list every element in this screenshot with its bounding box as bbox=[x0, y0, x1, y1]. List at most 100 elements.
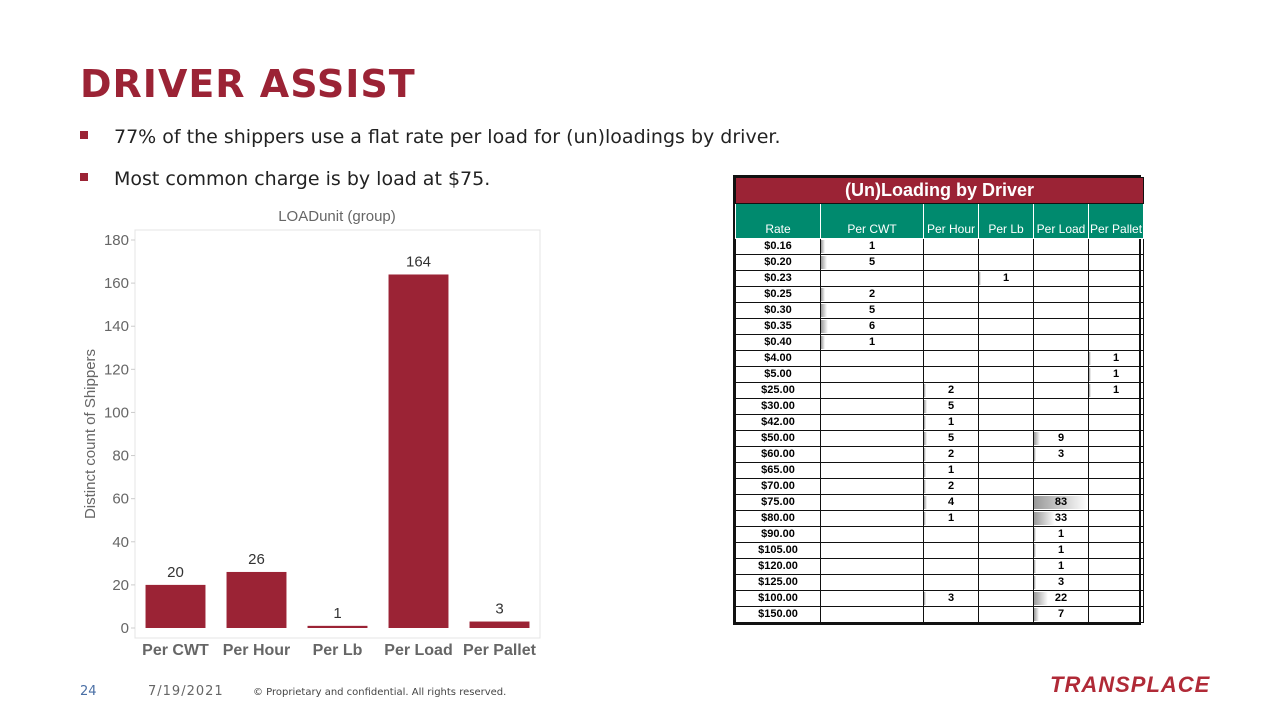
cell-text: $65.00 bbox=[761, 464, 795, 476]
cell-text: 1 bbox=[1112, 368, 1120, 380]
cell-text: $70.00 bbox=[761, 480, 795, 492]
table-cell bbox=[820, 350, 924, 367]
table-cell: $0.23 bbox=[735, 270, 821, 287]
table-cell: 1 bbox=[1087, 382, 1145, 399]
header-cell: Per CWT bbox=[820, 203, 924, 239]
table-cell bbox=[1033, 302, 1089, 319]
notice: © Proprietary and confidential. All righ… bbox=[253, 687, 507, 698]
table-cell: 7 bbox=[1033, 606, 1089, 623]
table-cell: $75.00 bbox=[735, 494, 821, 511]
data-bar bbox=[924, 448, 927, 461]
table-cell bbox=[820, 478, 924, 495]
cell-text: 2 bbox=[947, 448, 955, 460]
table-cell bbox=[978, 590, 1034, 607]
table-cell: $0.30 bbox=[735, 302, 821, 319]
bar bbox=[469, 621, 530, 628]
table-cell bbox=[820, 398, 924, 415]
cell-text: 1 bbox=[1112, 384, 1120, 396]
table-cell bbox=[978, 558, 1034, 575]
table-cell bbox=[820, 542, 924, 559]
table-row: $105.00 1 bbox=[735, 542, 1145, 559]
bar bbox=[226, 571, 287, 628]
data-bar bbox=[1034, 560, 1037, 573]
data-bar bbox=[821, 256, 828, 269]
cell-text: 1 bbox=[947, 464, 955, 476]
cell-text: 5 bbox=[868, 304, 876, 316]
table-cell: $105.00 bbox=[735, 542, 821, 559]
table-cell: 1 bbox=[923, 510, 979, 527]
y-tick-label: 60 bbox=[112, 491, 129, 508]
cell-text: $42.00 bbox=[761, 416, 795, 428]
header-cell: Per Hour bbox=[923, 203, 979, 239]
table-cell bbox=[1033, 238, 1089, 255]
table-cell bbox=[820, 494, 924, 511]
table-cell bbox=[820, 366, 924, 383]
cell-text: $80.00 bbox=[761, 512, 795, 524]
table-row: $80.00 1 33 bbox=[735, 510, 1145, 527]
table-cell bbox=[978, 494, 1034, 511]
table-cell: $120.00 bbox=[735, 558, 821, 575]
data-bar bbox=[1089, 352, 1092, 365]
table-cell bbox=[1033, 286, 1089, 303]
bar bbox=[145, 584, 206, 628]
y-tick-label: 140 bbox=[104, 318, 129, 335]
y-tick-label: 40 bbox=[112, 534, 129, 551]
table-cell bbox=[923, 286, 979, 303]
x-tick-label: Per Hour bbox=[223, 642, 291, 659]
page-number: 24 bbox=[80, 684, 97, 699]
table-cell: 1 bbox=[1033, 542, 1089, 559]
data-bar bbox=[1034, 432, 1040, 445]
table-cell bbox=[1087, 430, 1145, 447]
y-tick-label: 80 bbox=[112, 448, 129, 465]
table-cell bbox=[1087, 414, 1145, 431]
y-tick-label: 20 bbox=[112, 577, 129, 594]
table-cell bbox=[1087, 334, 1145, 351]
table-cell bbox=[978, 526, 1034, 543]
cell-text: 1 bbox=[1112, 352, 1120, 364]
bullet-text: Most common charge is by load at $75. bbox=[114, 168, 491, 190]
table-row: $120.00 1 bbox=[735, 558, 1145, 575]
slide-title: DRIVER ASSIST bbox=[80, 62, 416, 106]
table-cell: 5 bbox=[923, 430, 979, 447]
bullet-text: 77% of the shippers use a flat rate per … bbox=[114, 126, 781, 148]
header-cell: Per Pallet bbox=[1087, 203, 1145, 239]
data-bar bbox=[924, 464, 927, 477]
cell-text: $150.00 bbox=[758, 608, 798, 620]
data-bar bbox=[821, 336, 826, 349]
table-row: $75.00 4 83 bbox=[735, 494, 1145, 511]
table-cell bbox=[1087, 302, 1145, 319]
table-cell: 1 bbox=[820, 238, 924, 255]
table-cell bbox=[820, 526, 924, 543]
data-bar bbox=[924, 432, 928, 445]
cell-text: $25.00 bbox=[761, 384, 795, 396]
table-cell: 9 bbox=[1033, 430, 1089, 447]
cell-text: $75.00 bbox=[761, 496, 795, 508]
data-bar bbox=[924, 480, 927, 493]
table-cell: 5 bbox=[923, 398, 979, 415]
header-cell: Rate bbox=[735, 203, 821, 239]
cell-text: 2 bbox=[947, 384, 955, 396]
cell-text: 33 bbox=[1054, 512, 1068, 524]
data-label: 1 bbox=[333, 605, 341, 622]
table-cell bbox=[1033, 478, 1089, 495]
cell-text: 1 bbox=[947, 416, 955, 428]
table-cell bbox=[978, 302, 1034, 319]
cell-text: $0.20 bbox=[764, 256, 792, 268]
table-cell bbox=[1087, 574, 1145, 591]
table-cell bbox=[923, 558, 979, 575]
table-cell: $0.35 bbox=[735, 318, 821, 335]
table-cell bbox=[1087, 238, 1145, 255]
table-cell: $70.00 bbox=[735, 478, 821, 495]
table-cell bbox=[978, 318, 1034, 335]
data-bar bbox=[821, 288, 826, 301]
cell-text: $30.00 bbox=[761, 400, 795, 412]
data-table: (Un)Loading by Driver Rate Per CWT Per Hou… bbox=[733, 175, 1145, 625]
bar bbox=[307, 625, 368, 628]
data-label: 164 bbox=[406, 253, 431, 270]
cell-text: 1 bbox=[868, 336, 876, 348]
data-bar bbox=[1089, 384, 1092, 397]
table-cell bbox=[1033, 398, 1089, 415]
cell-text: $0.23 bbox=[764, 272, 792, 284]
table-cell bbox=[923, 238, 979, 255]
table-cell bbox=[1087, 286, 1145, 303]
